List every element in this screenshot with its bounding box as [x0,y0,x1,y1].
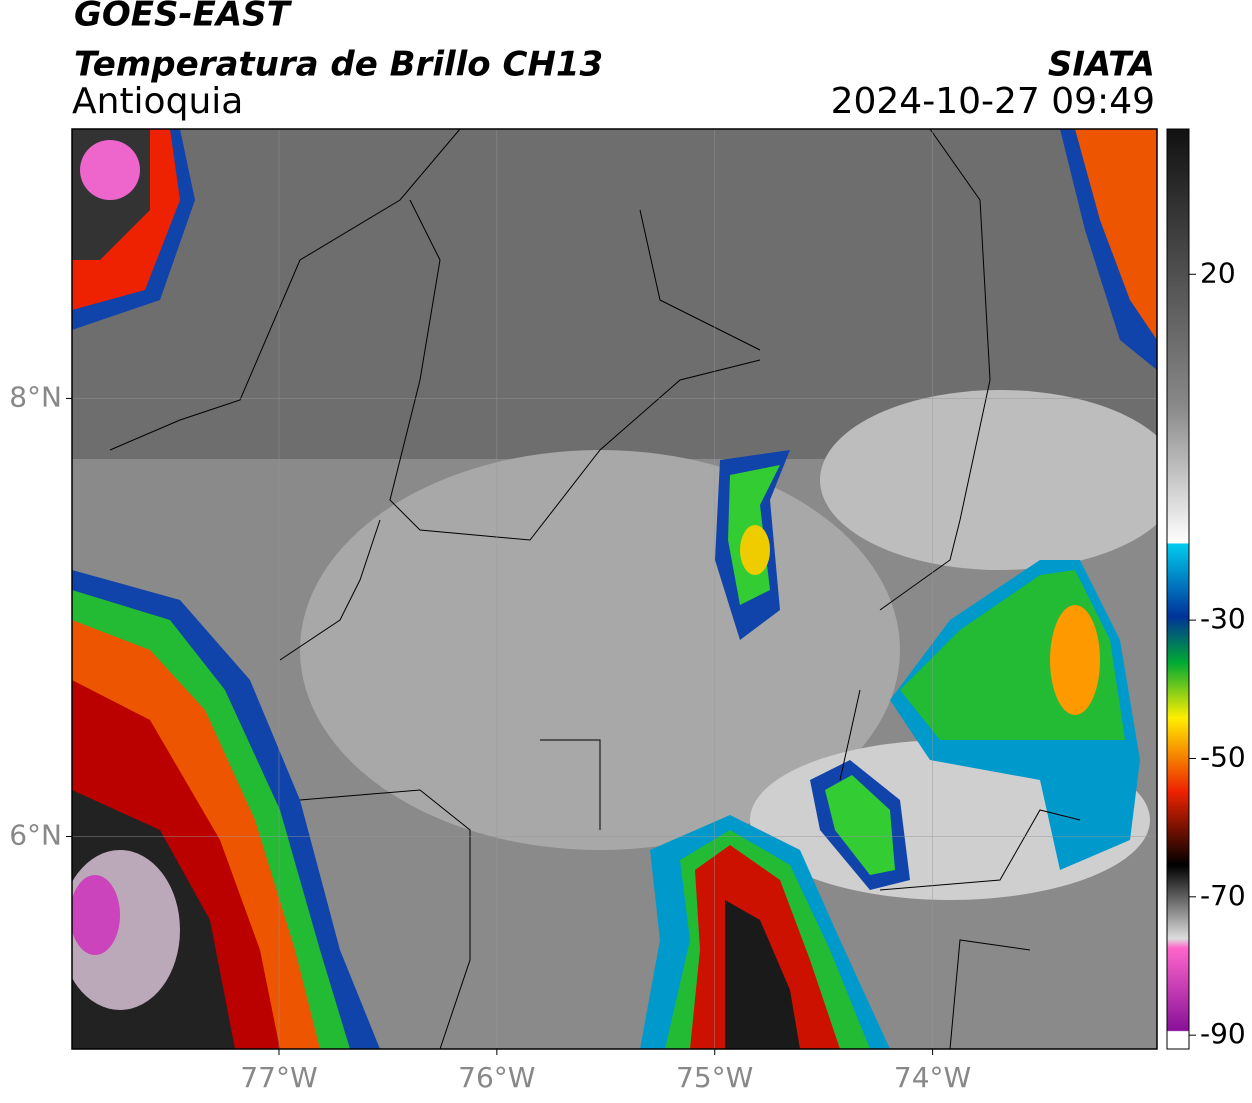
cold-cloud [72,875,120,955]
colorbar-tick-label: 20 [1200,256,1236,289]
cold-cloud [1050,605,1100,715]
graticule [72,129,1157,1049]
timestamp: 2024-10-27 09:49 [831,81,1155,122]
subtitle: Temperatura de Brillo CH13 [74,45,603,85]
cold-cloud [80,140,140,200]
cold-cloud [825,775,895,875]
border [109,129,1081,1049]
cold-cloud [725,900,800,1049]
colorbar-tick-label: -70 [1200,879,1246,912]
colorbar [1166,128,1190,1050]
x-tick-label: 76°W [458,1061,535,1094]
cold-cloud [740,525,770,575]
cloud [820,390,1157,570]
cold-cloud [1075,129,1157,340]
x-tick-label: 74°W [894,1061,971,1094]
title: GOES-EAST [74,0,293,35]
y-tick-label: 8°N [9,380,62,413]
colorbar-tick-label: -90 [1200,1017,1246,1050]
map-frame [71,128,1158,1050]
x-tick-label: 77°W [240,1061,317,1094]
colorbar-tick-label: -50 [1200,740,1246,773]
source: SIATA [1048,45,1155,85]
region: Antioquia [72,81,243,122]
y-tick-label: 6°N [9,819,62,852]
colorbar-tick-label: -30 [1200,602,1246,635]
x-tick-label: 75°W [676,1061,753,1094]
imagery [72,129,1157,1049]
